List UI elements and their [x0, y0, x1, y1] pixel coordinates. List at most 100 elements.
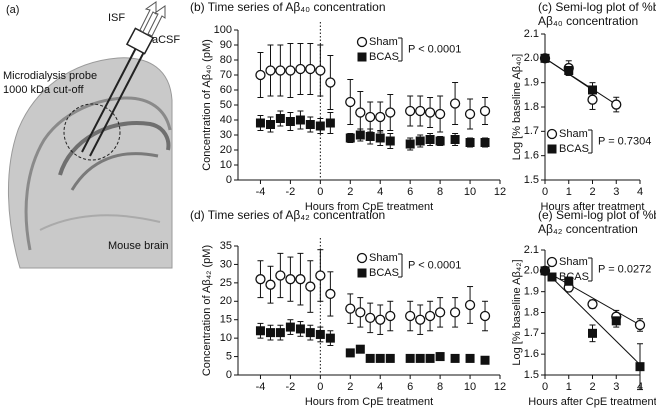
square-marker — [435, 352, 445, 362]
square-marker — [315, 329, 325, 339]
legend-label: BCAS — [559, 271, 589, 283]
square-marker — [375, 353, 385, 363]
x-tick-label: 4 — [377, 381, 383, 393]
square-marker — [635, 362, 645, 372]
probe-hub — [125, 27, 155, 55]
y-tick-label: 1.5 — [524, 369, 539, 381]
square-marker — [425, 135, 435, 144]
x-tick-label: 4 — [637, 186, 643, 198]
x-tick-label: 3 — [613, 381, 619, 393]
y-tick-label: 10 — [220, 159, 232, 171]
square-marker — [295, 115, 305, 125]
probe-label: Microdialysis probe — [3, 70, 97, 82]
circle-marker — [405, 310, 416, 322]
fit-line — [544, 270, 641, 365]
y-tick-label: 90 — [220, 39, 232, 51]
legend-marker — [546, 256, 558, 268]
square-marker — [540, 266, 550, 276]
square-marker — [305, 120, 315, 129]
annotation: P < 0.0001 — [408, 259, 461, 271]
legend-marker — [547, 144, 557, 154]
y-tick-label: 100 — [214, 24, 232, 36]
circle-marker — [305, 63, 316, 75]
circle-marker — [479, 105, 491, 117]
square-marker — [345, 133, 355, 143]
x-tick-label: -2 — [286, 186, 296, 198]
y-tick-label: 25 — [220, 277, 232, 289]
circle-marker — [375, 314, 386, 325]
square-marker — [465, 138, 475, 147]
probe-shaft — [81, 43, 139, 153]
circle-marker — [405, 105, 416, 117]
circle-marker — [265, 65, 276, 76]
y-tick-label: 1.6 — [524, 150, 539, 162]
square-marker — [540, 53, 550, 63]
y-tick-label: 1.6 — [524, 348, 539, 360]
x-tick-label: 2 — [589, 186, 595, 198]
y-tick-label: 10 — [220, 332, 232, 344]
x-tick-label: 0 — [317, 186, 323, 198]
legend-marker — [356, 252, 368, 264]
circle-marker — [415, 105, 426, 117]
circle-marker — [305, 281, 316, 292]
circle-marker — [355, 307, 366, 318]
circle-marker — [365, 111, 376, 123]
y-tick-label: 2.1 — [524, 28, 539, 40]
x-tick-label: 10 — [464, 381, 476, 393]
square-marker — [480, 138, 490, 147]
y-tick-label: 40 — [220, 114, 232, 126]
circle-marker — [315, 65, 326, 76]
circle-marker — [255, 69, 266, 81]
y-tick-label: 60 — [220, 84, 232, 96]
circle-marker — [255, 274, 266, 285]
y-tick-label: 0 — [226, 174, 232, 186]
annotation: P < 0.0001 — [408, 43, 461, 55]
annotation: P = 0.0272 — [598, 263, 651, 275]
y-tick-label: 30 — [220, 258, 232, 270]
square-marker — [564, 66, 574, 75]
legend-label: BCAS — [369, 51, 399, 63]
x-tick-label: -2 — [286, 381, 296, 393]
y-tick-label: 50 — [220, 99, 232, 111]
x-tick-label: 1 — [566, 186, 572, 198]
outflow-label: aCSF — [152, 34, 180, 46]
x-tick-label: 4 — [377, 186, 383, 198]
y-tick-label: 20 — [220, 144, 232, 156]
y-tick-label: 1.9 — [524, 77, 539, 89]
legend-marker — [357, 268, 367, 278]
x-tick-label: 6 — [407, 186, 413, 198]
y-tick-label: 2.1 — [524, 244, 539, 256]
y-axis-label: Concentration of Aβ₄₀ (pM) — [201, 39, 213, 171]
square-marker — [405, 353, 415, 363]
legend-marker — [547, 272, 557, 282]
hippocampus-inner — [70, 152, 159, 191]
circle-marker — [634, 319, 646, 331]
chart-title: Aβ₄₂ concentration — [538, 222, 638, 236]
x-tick-label: 12 — [494, 186, 506, 198]
x-tick-label: 0 — [542, 381, 548, 393]
square-marker — [315, 121, 325, 131]
tissue-fold — [39, 214, 161, 231]
y-tick-label: 1.8 — [524, 101, 539, 113]
chart-title: (d) Time series of Aβ₄₂ concentration — [190, 208, 385, 222]
circle-marker — [345, 303, 356, 314]
legend-label: BCAS — [369, 267, 399, 279]
x-tick-label: 6 — [407, 381, 413, 393]
y-tick-label: 2.0 — [524, 52, 539, 64]
panel-label: (a) — [6, 4, 19, 16]
square-marker — [375, 133, 385, 143]
y-tick-label: 15 — [220, 314, 232, 326]
circle-marker — [325, 288, 336, 300]
y-axis-label: Log [% baseline Aβ₄₂] — [511, 259, 523, 365]
y-tick-label: 0 — [226, 369, 232, 381]
x-tick-label: 2 — [347, 186, 353, 198]
flow-arrow — [147, 5, 166, 37]
legend-marker — [546, 128, 558, 140]
circle-marker — [587, 299, 598, 310]
square-marker — [305, 328, 315, 338]
y-tick-label: 5 — [226, 350, 232, 362]
circle-marker — [464, 108, 476, 120]
square-marker — [564, 276, 574, 286]
x-axis-label: Hours from CpE treatment — [305, 396, 433, 408]
